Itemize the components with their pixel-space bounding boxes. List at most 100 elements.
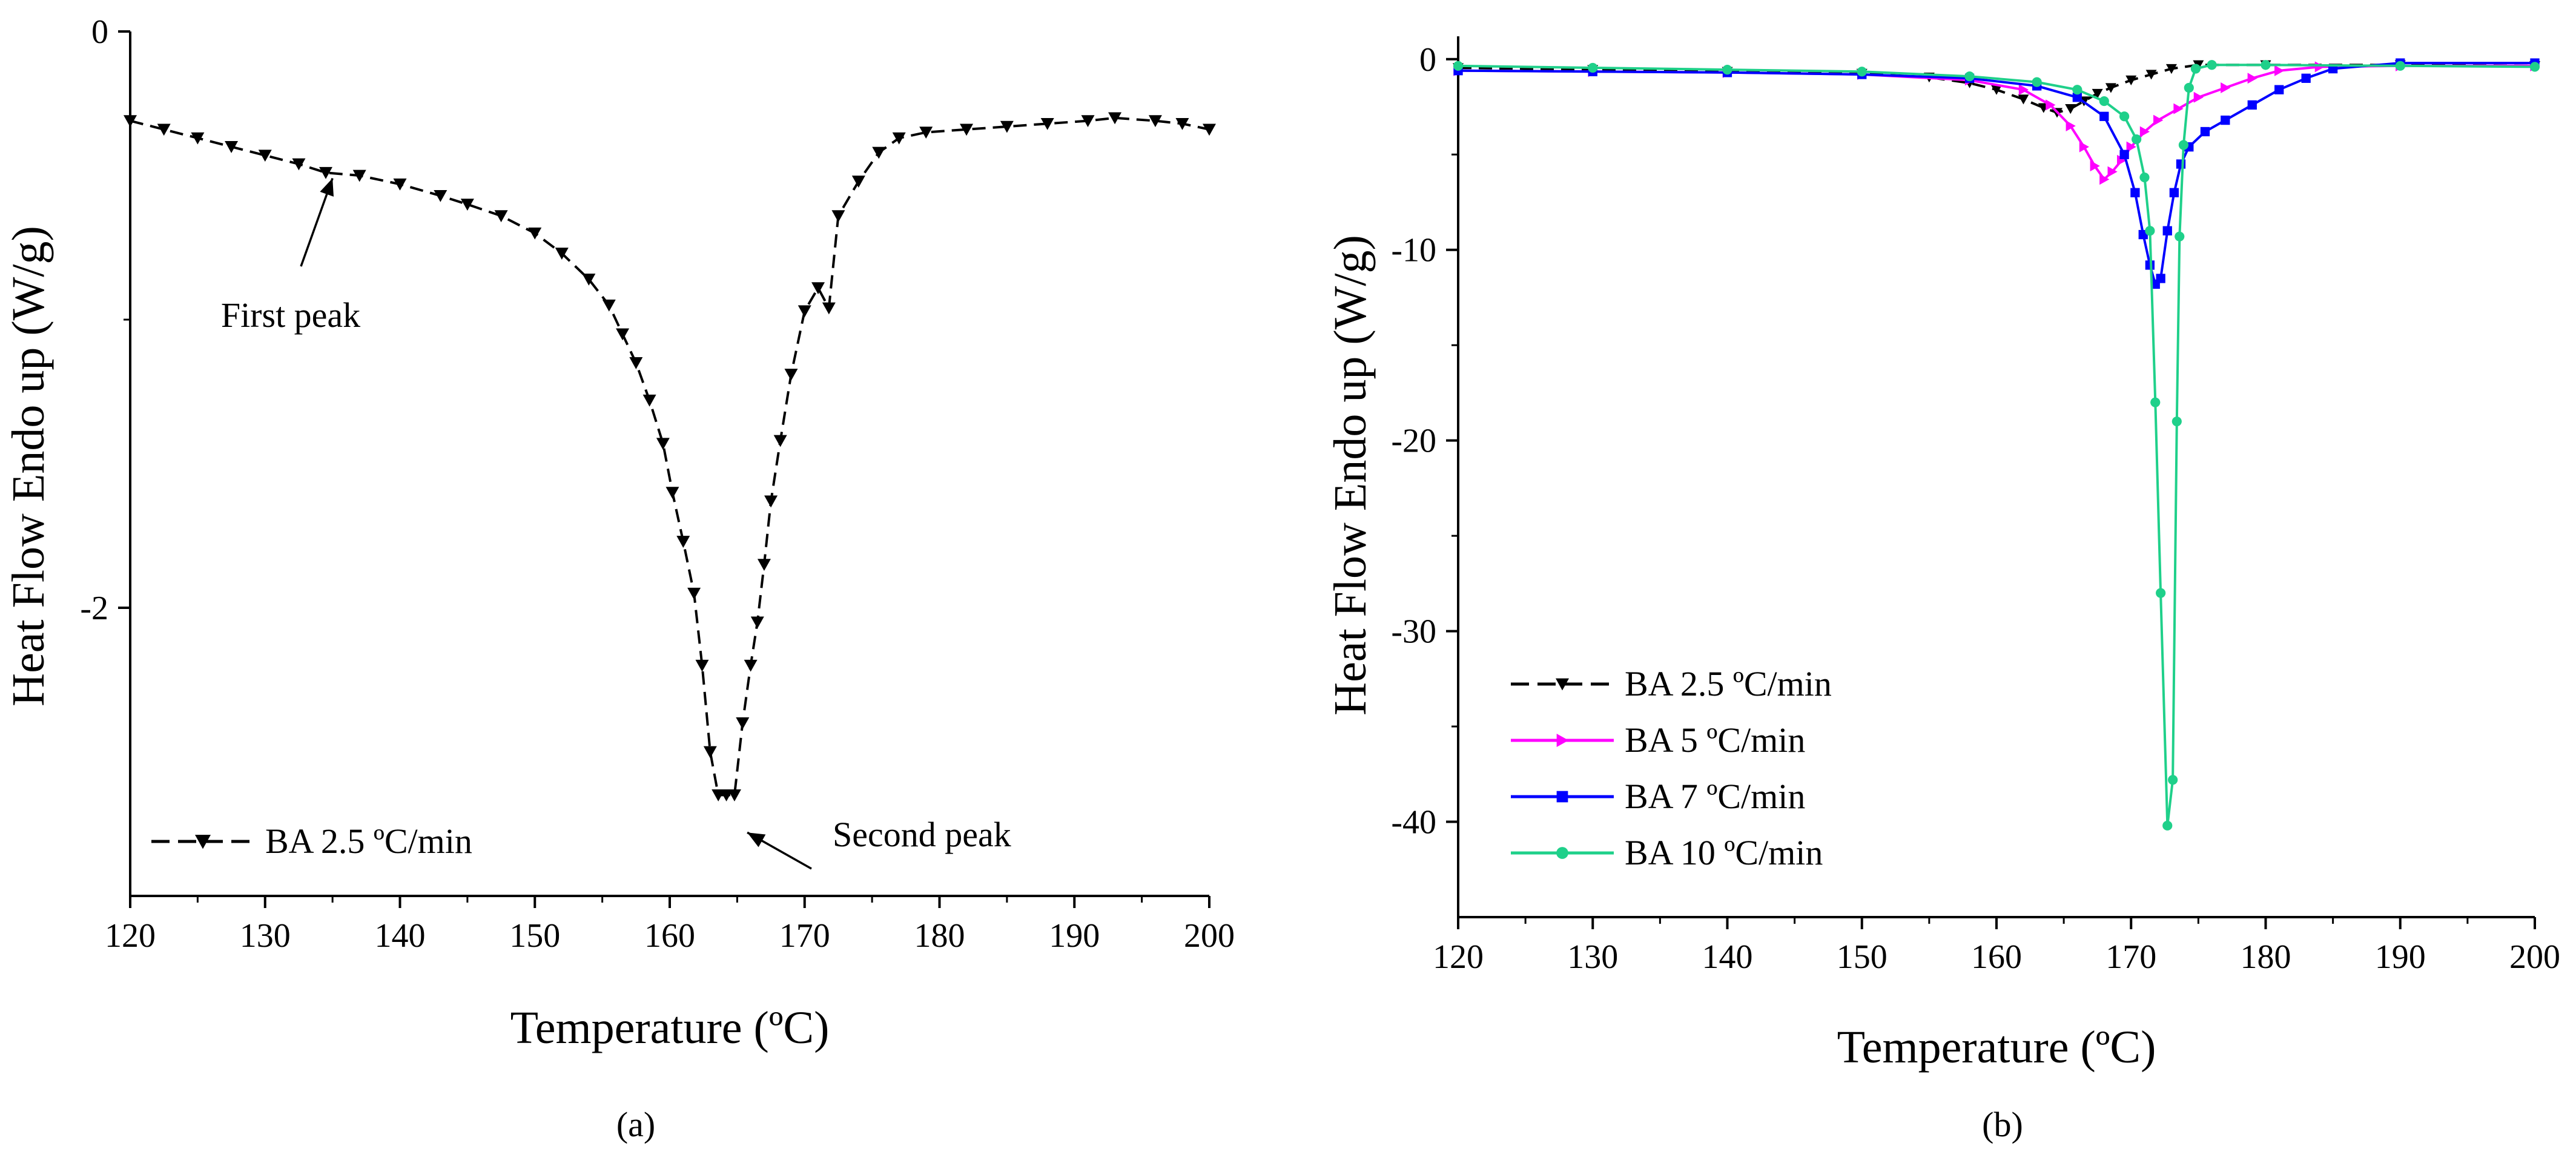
panel-b-data-point — [2178, 140, 2189, 150]
panel-a-data-point — [919, 127, 933, 139]
panel-a-data-point — [750, 616, 764, 629]
panel-b-legend-marker — [1556, 734, 1569, 747]
panel-b-x-tick-label: 190 — [2375, 938, 2426, 976]
panel-a-data-point — [602, 299, 616, 312]
panel-a-data-point — [811, 282, 825, 295]
panel-b-legend-marker — [1556, 678, 1569, 691]
panel-a-x-tick-label: 200 — [1184, 917, 1235, 955]
panel-b-data-point — [1857, 67, 1867, 77]
panel-a-data-point — [555, 248, 569, 260]
panel-b-data-point — [2165, 64, 2177, 74]
panel-a-x-tick-label: 120 — [105, 917, 156, 955]
panel-a-data-point — [656, 438, 670, 450]
panel-b-data-point — [2200, 127, 2210, 137]
panel-a-x-axis-title: Temperature (ºC) — [510, 1002, 830, 1053]
panel-b-data-point — [2119, 111, 2130, 122]
panel-a-data-point — [157, 123, 171, 136]
panel-b-data-point — [2169, 188, 2179, 197]
panel-a-x-tick-label: 140 — [375, 917, 426, 955]
panel-b-data-point — [2018, 94, 2029, 105]
panel-b: 120 130 140 150 160 170 180 190 200 0 -10 -20 -30 -40… — [1325, 36, 2560, 1144]
panel-b-data-point — [2130, 188, 2140, 197]
panel-b-data-point — [2072, 93, 2082, 102]
panel-a-y-axis-title: Heat Flow Endo up (W/g) — [3, 226, 54, 706]
panel-b-data-point — [2099, 174, 2110, 185]
panel-a-data-point — [892, 132, 906, 145]
panel-b-series-line — [1458, 64, 2535, 181]
panel-b-legend: BA 2.5 ºC/min BA 5 ºC/min BA 7 ºC/min BA 10… — [1511, 664, 1832, 872]
panel-a-x-tick-label: 170 — [779, 917, 830, 955]
panel-b-x-tick-label: 120 — [1433, 938, 1484, 976]
panel-b-data-point — [2247, 100, 2257, 110]
panel-b-data-point — [2207, 60, 2217, 70]
panel-b-data-point — [2139, 172, 2150, 183]
panel-a-data-point — [687, 587, 701, 600]
panel-b-data-point — [2117, 154, 2127, 166]
panel-b-data-point — [2099, 111, 2109, 121]
panel-a-series-ba-2-5-c-min — [124, 112, 1216, 801]
panel-b-data-point — [2171, 416, 2182, 427]
panel-a-data-point — [822, 302, 836, 315]
panel-a-data-point — [124, 115, 137, 128]
panel-b-data-point — [2274, 65, 2285, 76]
panel-a-data-point — [616, 328, 630, 341]
panel-b-series — [1453, 58, 2540, 831]
panel-b-data-point — [2066, 120, 2076, 132]
panel-b-series-line — [1458, 62, 2535, 286]
panel-a-x-tick-label: 150 — [509, 917, 560, 955]
panel-a-legend-marker — [195, 834, 211, 849]
panel-b-data-point — [2301, 73, 2311, 83]
panel-a-legend: BA 2.5 ºC/min — [151, 821, 472, 861]
panel-b-data-point — [1964, 71, 1975, 82]
panel-b-data-point — [1722, 65, 1732, 75]
panel-a-data-point — [764, 495, 778, 508]
panel-a-data-point — [1203, 123, 1216, 136]
panel-b-data-point — [2032, 77, 2042, 87]
panel-b-data-point — [2261, 60, 2271, 70]
panel-a-x-tick-label: 190 — [1049, 917, 1100, 955]
panel-b-legend-marker — [1556, 847, 1568, 859]
panel-b-x-tick-label: 200 — [2509, 938, 2560, 976]
panel-b-data-point — [1588, 62, 1598, 73]
panel-b-data-point — [2314, 61, 2325, 73]
panel-a-label: (a) — [616, 1105, 655, 1144]
panel-a-data-point — [1081, 115, 1095, 128]
panel-b-data-point — [2274, 85, 2284, 94]
panel-a-data-point — [225, 141, 239, 153]
panel-b-y-tick-label: -40 — [1391, 804, 1436, 841]
panel-a-data-point — [773, 435, 787, 447]
panel-a-data-point — [1000, 120, 1014, 133]
panel-a-data-point — [434, 189, 447, 202]
panel-b-x-tick-label: 130 — [1567, 938, 1618, 976]
panel-b-data-point — [2092, 88, 2103, 99]
panel-b-label: (b) — [1982, 1105, 2023, 1144]
panel-a-data-point — [352, 170, 366, 182]
panel-b-y-tick-label: -10 — [1391, 232, 1436, 269]
panel-a-data-point — [676, 536, 690, 548]
second-peak-label: Second peak — [833, 815, 1011, 854]
panel-b-data-point — [2090, 160, 2100, 172]
panel-b-y-axis-title: Heat Flow Endo up (W/g) — [1325, 235, 1376, 716]
panel-a-data-point — [642, 394, 656, 407]
panel-b-data-point — [2247, 73, 2257, 84]
panel-a-data-point — [744, 659, 758, 672]
panel-a-y-tick-label: -2 — [80, 590, 108, 627]
panel-a-data-point — [629, 357, 643, 369]
panel-b-data-point — [1453, 61, 1464, 71]
first-peak-label: First peak — [221, 295, 360, 335]
panel-b-series-line — [1458, 64, 2535, 827]
panel-b-data-point — [2150, 397, 2161, 407]
panel-b-x-tick-label: 140 — [1702, 938, 1753, 976]
panel-a-data-point — [582, 274, 596, 286]
panel-a-data-point — [798, 305, 811, 318]
panel-b-data-point — [2046, 99, 2056, 111]
panel-a-y-tick-label: 0 — [91, 13, 108, 51]
panel-a-data-point — [1148, 115, 1162, 128]
panel-b-y-tick-label: 0 — [1419, 41, 1436, 79]
panel-b-data-point — [2156, 588, 2166, 598]
panel-b-y-tick-label: -20 — [1391, 423, 1436, 460]
panel-a-data-point — [393, 178, 407, 191]
panel-a-data-point — [665, 487, 679, 499]
panel-a-data-point — [1108, 112, 1122, 125]
panel-a-data-point — [831, 210, 845, 223]
